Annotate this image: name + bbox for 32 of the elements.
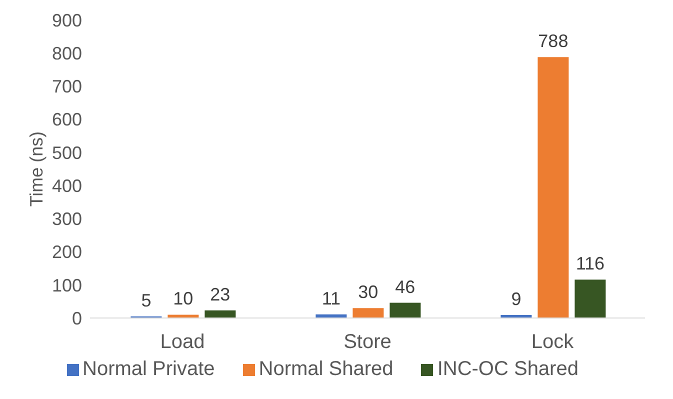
y-tick-label: 400: [52, 176, 82, 196]
bar: [538, 57, 569, 318]
y-tick-label: 0: [72, 308, 82, 328]
bar: [168, 314, 199, 318]
legend-label: Normal Private: [82, 358, 215, 380]
y-tick-label: 500: [52, 142, 82, 163]
data-label: 46: [395, 276, 416, 297]
data-label: 23: [210, 284, 230, 304]
legend-label: Normal Shared: [258, 358, 394, 380]
bar: [574, 280, 606, 318]
bar: [204, 310, 236, 318]
x-tick-label: Lock: [531, 331, 575, 354]
y-tick-label: 800: [52, 44, 82, 64]
data-label: 30: [358, 282, 378, 302]
data-label: 116: [576, 254, 605, 274]
bar: [352, 308, 384, 318]
y-tick-label: 900: [52, 10, 82, 30]
y-tick-label: 300: [52, 209, 82, 230]
bar: [390, 302, 421, 318]
x-tick-label: Store: [344, 331, 392, 354]
data-label: 5: [141, 290, 152, 310]
y-axis-title: Time (ns): [26, 131, 46, 207]
y-tick-label: 200: [52, 242, 82, 262]
data-label: 10: [173, 288, 194, 309]
y-tick-label: 600: [52, 110, 82, 130]
data-label: 788: [538, 31, 568, 52]
x-tick-label: Load: [160, 331, 205, 354]
data-label: 9: [511, 289, 522, 310]
y-tick-label: 700: [52, 76, 82, 97]
y-tick-label: 100: [52, 275, 82, 296]
legend-label: INC-OC Shared: [437, 358, 578, 380]
data-label: 11: [322, 288, 341, 308]
